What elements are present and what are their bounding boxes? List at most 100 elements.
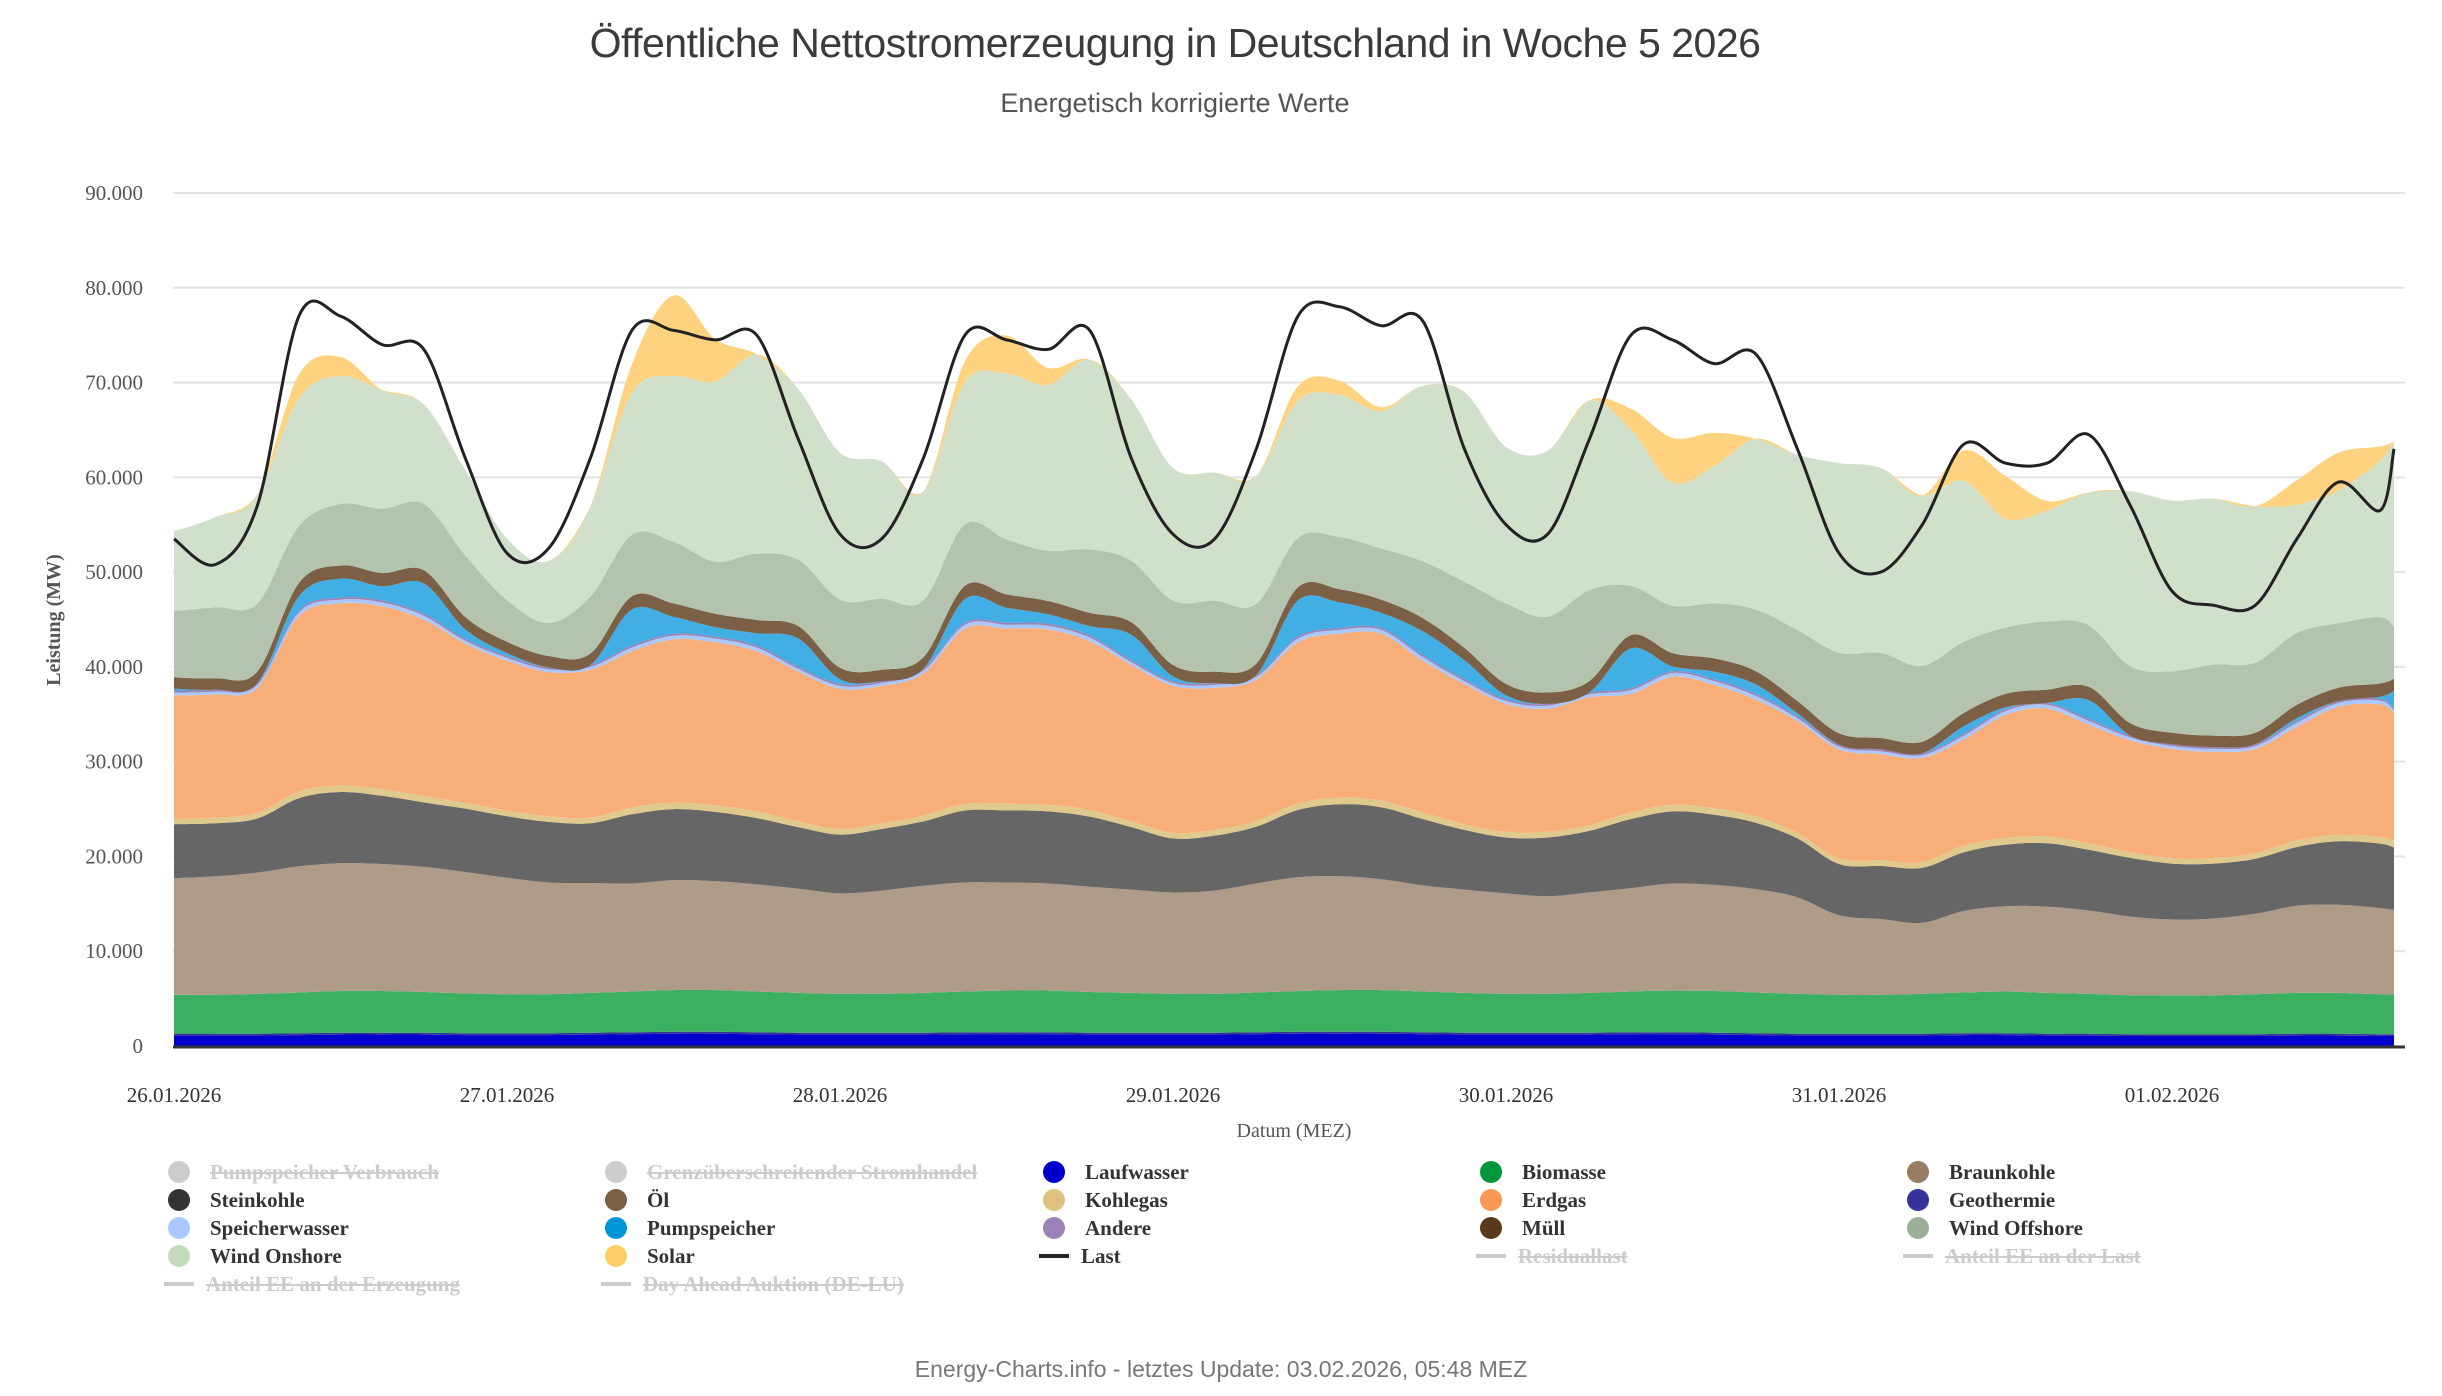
legend-label: Grenzüberschreitender Stromhandel [647,1159,978,1184]
legend-item-anteil-ee-an-der-last[interactable]: Anteil EE an der Last [1903,1242,2141,1270]
legend-label: Kohlegas [1085,1187,1168,1212]
legend-item-braunkohle[interactable]: Braunkohle [1907,1158,2055,1186]
legend-item-andere[interactable]: Andere [1043,1214,1151,1242]
legend-label: Anteil EE an der Erzeugung [206,1271,460,1296]
area-wind-offshore [174,501,2394,744]
legend-item-kohlegas[interactable]: Kohlegas [1043,1186,1168,1214]
legend-item-biomasse[interactable]: Biomasse [1480,1158,1606,1186]
legend-line-marker-icon [1476,1254,1506,1258]
area-solar [174,295,2394,563]
legend-label: Wind Offshore [1949,1215,2083,1240]
legend-dot-marker-icon [1043,1161,1065,1183]
legend-item-wind-offshore[interactable]: Wind Offshore [1907,1214,2083,1242]
area-series [174,295,2394,1046]
legend-label: Geothermie [1949,1187,2056,1212]
legend-item-anteil-ee-an-der-erzeugung[interactable]: Anteil EE an der Erzeugung [164,1270,460,1298]
legend-dot-marker-icon [1907,1217,1929,1239]
legend-item-geothermie[interactable]: Geothermie [1907,1186,2055,1214]
legend-label: Pumpspeicher [647,1215,776,1240]
legend-item-steinkohle[interactable]: Steinkohle [168,1186,305,1214]
x-tick-label: 30.01.2026 [1459,1083,1554,1107]
legend-item-erdgas[interactable]: Erdgas [1480,1186,1586,1214]
area-braunkohle [174,862,2394,996]
legend-item-pumpspeicher[interactable]: Pumpspeicher [605,1214,775,1242]
y-tick-label: 40.000 [85,655,143,679]
legend-dot-marker-icon [1043,1189,1065,1211]
y-tick-label: 10.000 [85,939,143,963]
x-tick-label: 29.01.2026 [1126,1083,1221,1107]
legend-label: Pumpspeicher Verbrauch [210,1159,439,1184]
legend-item-wind-onshore[interactable]: Wind Onshore [168,1242,342,1270]
y-tick-label: 0 [133,1034,144,1058]
legend-dot-marker-icon [1907,1161,1929,1183]
legend-item-solar[interactable]: Solar [605,1242,695,1270]
area-oel [174,565,2394,755]
legend-label: Braunkohle [1949,1159,2056,1184]
y-tick-label: 50.000 [85,560,143,584]
legend-dot-marker-icon [605,1217,627,1239]
legend-line-marker-icon [1039,1254,1069,1258]
x-tick-label: 01.02.2026 [2125,1083,2220,1107]
legend-dot-marker-icon [1480,1161,1502,1183]
legend-item-speicherwasser[interactable]: Speicherwasser [168,1214,349,1242]
line-last [173,299,2396,613]
legend-label: Wind Onshore [210,1243,342,1268]
legend-dot-marker-icon [1480,1189,1502,1211]
legend-item-last[interactable]: Last [1039,1242,1121,1270]
legend-item-muell[interactable]: Müll [1480,1214,1565,1242]
area-steinkohle [174,791,2394,924]
legend-dot-marker-icon [168,1217,190,1239]
legend-item-residuallast[interactable]: Residuallast [1476,1242,1628,1270]
stacked-area-chart: 0 10.000 20.000 30.000 40.000 50.000 60.000 70.… [43,181,2405,1142]
legend-dot-marker-icon [1480,1217,1502,1239]
legend-item-laufwasser[interactable]: Laufwasser [1043,1158,1189,1186]
legend-line-marker-icon [1903,1254,1933,1258]
legend-item-oel[interactable]: Öl [605,1186,669,1214]
y-axis-title: Leistung (MW) [43,554,65,686]
legend-label: Öl [647,1187,670,1212]
legend-dot-marker-icon [605,1189,627,1211]
legend-label: Solar [647,1243,695,1268]
legend-label: Day Ahead Auktion (DE-LU) [643,1271,904,1296]
area-erdgas [174,602,2394,863]
y-tick-label: 60.000 [85,465,143,489]
legend-dot-marker-icon [168,1189,190,1211]
legend-item-day-ahead-auktion-de-lu[interactable]: Day Ahead Auktion (DE-LU) [601,1270,904,1298]
x-tick-label: 28.01.2026 [793,1083,888,1107]
y-tick-label: 20.000 [85,844,143,868]
legend-dot-marker-icon [168,1245,190,1267]
area-laufwasser [174,1033,2394,1046]
area-biomasse [174,989,2394,1035]
legend-label: Residuallast [1518,1243,1628,1268]
legend-label: Last [1081,1243,1121,1268]
legend-item-grenzueberschreitender-stromhandel[interactable]: Grenzüberschreitender Stromhandel [605,1158,977,1186]
legend-label: Steinkohle [210,1187,305,1212]
legend-label: Anteil EE an der Last [1945,1243,2141,1268]
legend-dot-marker-icon [1043,1217,1065,1239]
legend-line-marker-icon [601,1282,631,1286]
legend-dot-marker-icon [1907,1189,1929,1211]
legend-dot-marker-icon [605,1161,627,1183]
y-tick-label: 80.000 [85,276,143,300]
x-axis-title: Datum (MEZ) [1237,1120,1352,1142]
x-axis-ticks: 26.01.2026 27.01.2026 28.01.2026 29.01.2026… [127,1083,2220,1107]
footer-update-info: Energy-Charts.info - letztes Update: 03.… [914,1356,1528,1382]
area-geothermie [174,1031,2394,1037]
legend-item-pumpspeicher-verbrauch[interactable]: Pumpspeicher Verbrauch [168,1158,439,1186]
legend-label: Biomasse [1522,1159,1606,1184]
x-tick-label: 31.01.2026 [1792,1083,1887,1107]
legend-dot-marker-icon [168,1161,190,1183]
legend-label: Laufwasser [1085,1159,1189,1184]
y-tick-label: 30.000 [85,750,143,774]
chart-title: Öffentliche Nettostromerzeugung in Deuts… [589,20,1761,66]
legend-label: Andere [1085,1215,1152,1240]
x-tick-label: 27.01.2026 [460,1083,555,1107]
area-pumpspeicher [174,578,2394,755]
area-kohlegas [174,785,2394,869]
y-tick-label: 70.000 [85,371,143,395]
legend-dot-marker-icon [605,1245,627,1267]
line-series [173,299,2396,613]
legend-label: Müll [1522,1215,1566,1240]
area-wind-onshore [174,354,2394,672]
y-axis-ticks: 0 10.000 20.000 30.000 40.000 50.000 60.000 70.… [85,181,143,1058]
